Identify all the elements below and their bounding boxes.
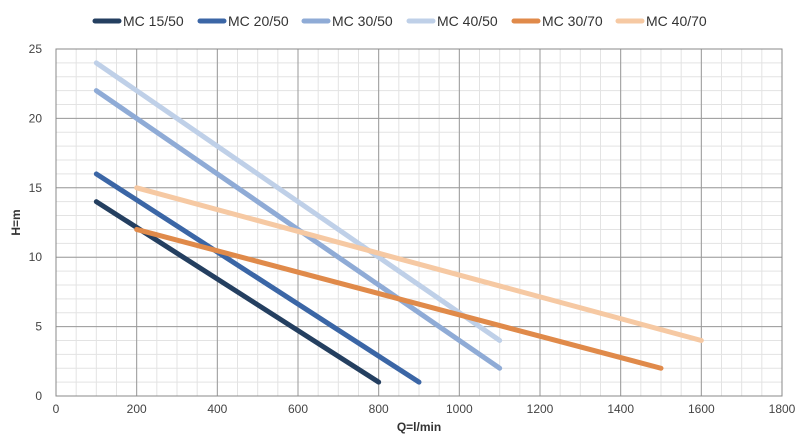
y-tick-label: 0 [35, 389, 42, 403]
x-tick-label: 1200 [527, 402, 554, 416]
y-tick-label: 20 [29, 111, 43, 125]
y-tick-label: 5 [35, 320, 42, 334]
x-tick-label: 400 [207, 402, 227, 416]
legend-label: MC 30/70 [542, 13, 603, 29]
y-axis-title: H=m [9, 209, 23, 235]
x-tick-label: 200 [127, 402, 147, 416]
plot-frame [55, 48, 783, 397]
series-line-mc-40-50 [93, 60, 503, 343]
x-tick-label: 1800 [769, 402, 796, 416]
legend: MC 15/50 MC 20/50 MC 30/50 MC 40/50 MC 30/70… [92, 13, 707, 29]
legend-label: MC 30/50 [332, 13, 393, 29]
x-tick-label: 1400 [607, 402, 634, 416]
legend-label: MC 40/50 [437, 13, 498, 29]
x-tick-labels: 0 200 400 600 800 1000 1200 1400 1600 1800 [53, 402, 796, 416]
x-tick-label: 1000 [446, 402, 473, 416]
series-line-mc-20-50 [93, 171, 422, 385]
x-tick-label: 600 [288, 402, 308, 416]
legend-label: MC 40/70 [646, 13, 707, 29]
y-tick-label: 10 [29, 250, 43, 264]
legend-label: MC 15/50 [123, 13, 184, 29]
legend-label: MC 20/50 [228, 13, 289, 29]
series-line-mc-40-70 [134, 185, 704, 343]
y-tick-label: 25 [29, 42, 43, 56]
x-tick-label: 0 [53, 402, 60, 416]
y-tick-labels: 0 5 10 15 20 25 [29, 42, 43, 403]
x-tick-label: 1600 [688, 402, 715, 416]
minor-grid [55, 48, 783, 397]
x-tick-label: 800 [369, 402, 389, 416]
series-lines [93, 60, 704, 385]
y-tick-label: 15 [29, 181, 43, 195]
x-axis-title: Q=l/min [397, 420, 441, 434]
series-line-mc-30-70 [134, 226, 664, 371]
